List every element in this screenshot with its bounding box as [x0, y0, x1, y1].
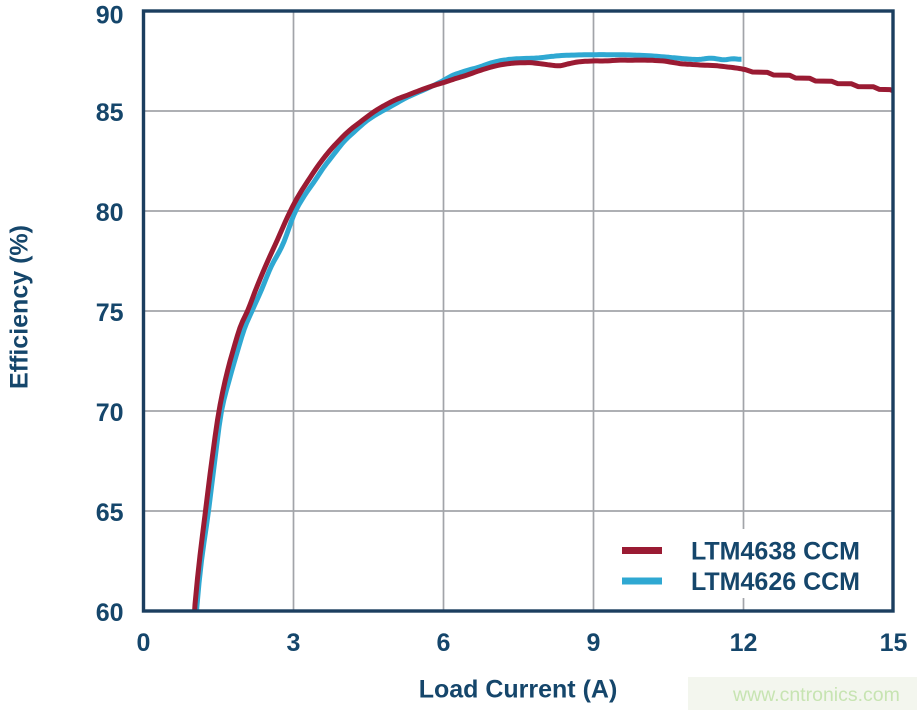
svg-text:15: 15: [880, 629, 908, 657]
svg-text:Efficiency (%): Efficiency (%): [6, 225, 34, 389]
svg-text:65: 65: [96, 499, 124, 527]
svg-text:70: 70: [96, 399, 124, 427]
svg-text:LTM4626 CCM: LTM4626 CCM: [691, 568, 860, 596]
svg-text:90: 90: [96, 2, 124, 30]
svg-text:75: 75: [96, 299, 124, 327]
svg-text:3: 3: [287, 629, 301, 657]
svg-text:12: 12: [730, 629, 758, 657]
svg-text:6: 6: [437, 629, 451, 657]
svg-text:80: 80: [96, 199, 124, 227]
svg-text:www.cntronics.com: www.cntronics.com: [732, 684, 900, 706]
svg-text:85: 85: [96, 99, 124, 127]
svg-text:Load Current (A): Load Current (A): [419, 676, 618, 704]
svg-text:60: 60: [96, 599, 124, 627]
svg-text:LTM4638 CCM: LTM4638 CCM: [691, 538, 860, 566]
svg-text:0: 0: [137, 629, 151, 657]
svg-text:9: 9: [587, 629, 601, 657]
